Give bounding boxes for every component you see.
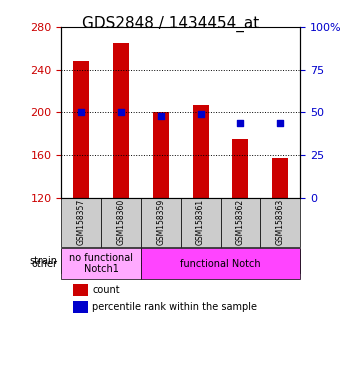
Point [118,109,124,115]
Text: no functional
Notch1: no functional Notch1 [69,253,133,275]
Text: other: other [31,259,57,269]
FancyBboxPatch shape [181,198,221,247]
Text: GSM158359: GSM158359 [156,199,165,245]
FancyBboxPatch shape [221,249,300,273]
Text: GSM158362: GSM158362 [236,199,245,245]
Text: count: count [92,285,120,295]
FancyBboxPatch shape [141,198,181,247]
Bar [73,61,89,198]
Bar [73,301,88,313]
Text: GSM158360: GSM158360 [117,199,125,245]
Bar [233,139,248,198]
Point [278,119,283,126]
Text: percentile rank within the sample: percentile rank within the sample [92,302,257,312]
Bar [113,43,129,198]
FancyBboxPatch shape [221,198,260,247]
Text: GDS2848 / 1434454_at: GDS2848 / 1434454_at [82,15,259,31]
Bar [272,158,288,198]
Bar [193,105,209,198]
FancyBboxPatch shape [260,198,300,247]
Bar [153,112,169,198]
Text: strain: strain [29,256,57,266]
Point [158,113,164,119]
Text: wild type: wild type [238,256,283,266]
FancyBboxPatch shape [61,248,141,279]
Text: GSM158357: GSM158357 [77,199,86,245]
FancyBboxPatch shape [61,249,221,273]
Point [198,111,203,117]
Text: functional Notch: functional Notch [180,259,261,269]
FancyBboxPatch shape [101,198,141,247]
Bar [73,284,88,296]
Point [238,119,243,126]
FancyBboxPatch shape [61,198,101,247]
Point [78,109,84,115]
FancyBboxPatch shape [141,248,300,279]
Text: GSM158363: GSM158363 [276,199,285,245]
Text: GSM158361: GSM158361 [196,199,205,245]
Text: transgenic: transgenic [115,256,167,266]
